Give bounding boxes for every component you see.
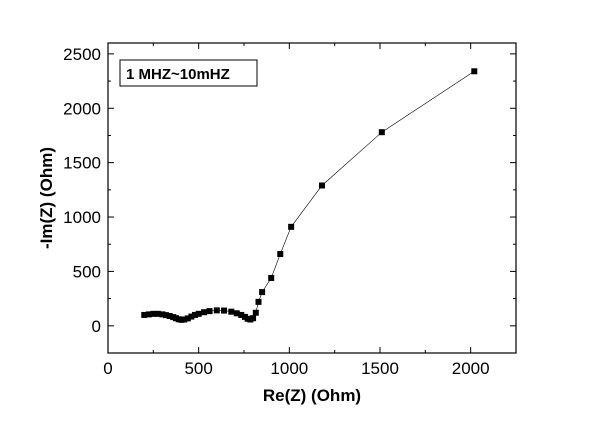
data-point-marker [228,308,235,315]
data-point-marker [150,310,157,317]
data-point-marker [238,311,245,318]
y-axis-title: -Im(Z) (Ohm) [37,147,56,249]
data-point-marker [268,274,275,281]
data-point-marker [192,311,199,318]
data-series [141,68,478,323]
y-tick-label: 500 [73,262,101,281]
data-point-marker [145,311,152,318]
plot-area-border [107,42,517,354]
data-point-marker [277,251,284,258]
data-point-marker [233,310,240,317]
data-point-marker [154,310,161,317]
y-tick-label: 1500 [63,154,101,173]
data-point-marker [201,309,208,316]
data-point-marker [221,307,228,314]
x-axis-title: Re(Z) (Ohm) [263,386,361,405]
data-point-marker [471,68,478,75]
data-point-marker [163,312,170,319]
data-point-marker [181,316,188,323]
x-tick-label: 1500 [361,359,399,378]
data-point-marker [318,182,325,189]
data-point-marker [195,310,202,317]
x-tick-label: 500 [184,359,212,378]
x-tick-label: 2000 [452,359,490,378]
y-tick-label: 2000 [63,99,101,118]
data-point-marker [166,313,173,320]
data-point-marker [259,289,266,296]
series-connecting-line [144,71,475,321]
plot-frame [107,42,517,354]
x-tick-label: 1000 [270,359,308,378]
annotation-label: 1 MHZ~10mHZ [126,66,230,83]
data-point-marker [159,311,166,318]
data-point-marker [206,308,213,315]
data-point-marker [213,307,220,314]
data-point-marker [250,315,257,322]
annotation-border [119,59,258,87]
y-tick-label: 2500 [63,45,101,64]
x-tick-label: 0 [103,359,112,378]
data-point-marker [252,309,259,316]
data-point-marker [288,223,295,230]
annotation-box: 1 MHZ~10mHZ [119,59,258,87]
data-point-marker [378,129,385,136]
data-point-marker [184,315,191,322]
y-tick-label: 1000 [63,208,101,227]
axis-ticks [107,43,517,354]
data-point-marker [141,311,148,318]
y-tick-label: 0 [92,317,101,336]
tick-labels: 0 500 1000 1500 2000 0 500 1000 1500 2000 2500 [63,45,489,378]
data-point-marker [255,298,262,305]
data-point-marker [188,313,195,320]
